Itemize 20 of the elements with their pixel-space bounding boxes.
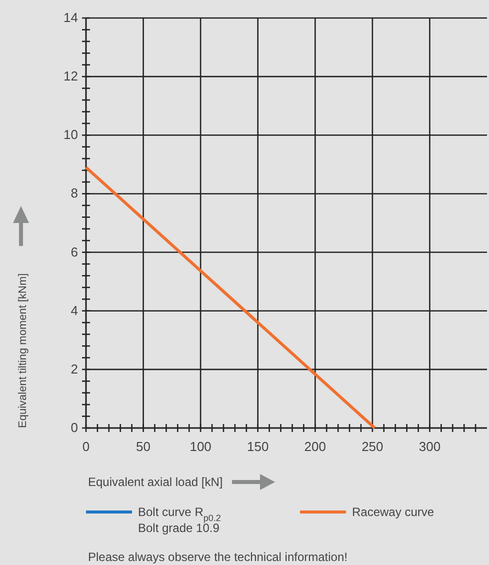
y-tick-label: 4 bbox=[70, 302, 78, 318]
x-tick-label: 300 bbox=[418, 439, 441, 454]
x-tick-label: 150 bbox=[247, 439, 269, 454]
y-tick-label: 10 bbox=[64, 127, 78, 142]
x-tick-label: 50 bbox=[136, 439, 151, 454]
text: Please always observe the technical information! bbox=[88, 550, 348, 564]
legend-label: Raceway curve bbox=[352, 505, 434, 519]
y-tick-label: 0 bbox=[70, 420, 78, 435]
y-tick-label: 14 bbox=[64, 10, 78, 25]
x-axis-title: Equivalent axial load [kN] bbox=[88, 475, 223, 489]
y-tick-label: 6 bbox=[70, 244, 78, 260]
x-tick-label: 250 bbox=[362, 439, 384, 454]
legend-label: Bolt curve R$_{p0.2}$ Bolt grade 10.9 bbox=[138, 505, 221, 535]
y-tick-label: 12 bbox=[64, 68, 78, 84]
x-tick-label: 200 bbox=[304, 439, 326, 454]
x-tick-label: 100 bbox=[190, 439, 212, 454]
y-tick-label: 8 bbox=[70, 186, 78, 201]
y-axis-title: Equivalent tilting moment [kNm] bbox=[17, 273, 29, 428]
x-tick-label: 0 bbox=[82, 439, 90, 454]
y-tick-label: 2 bbox=[70, 361, 78, 376]
